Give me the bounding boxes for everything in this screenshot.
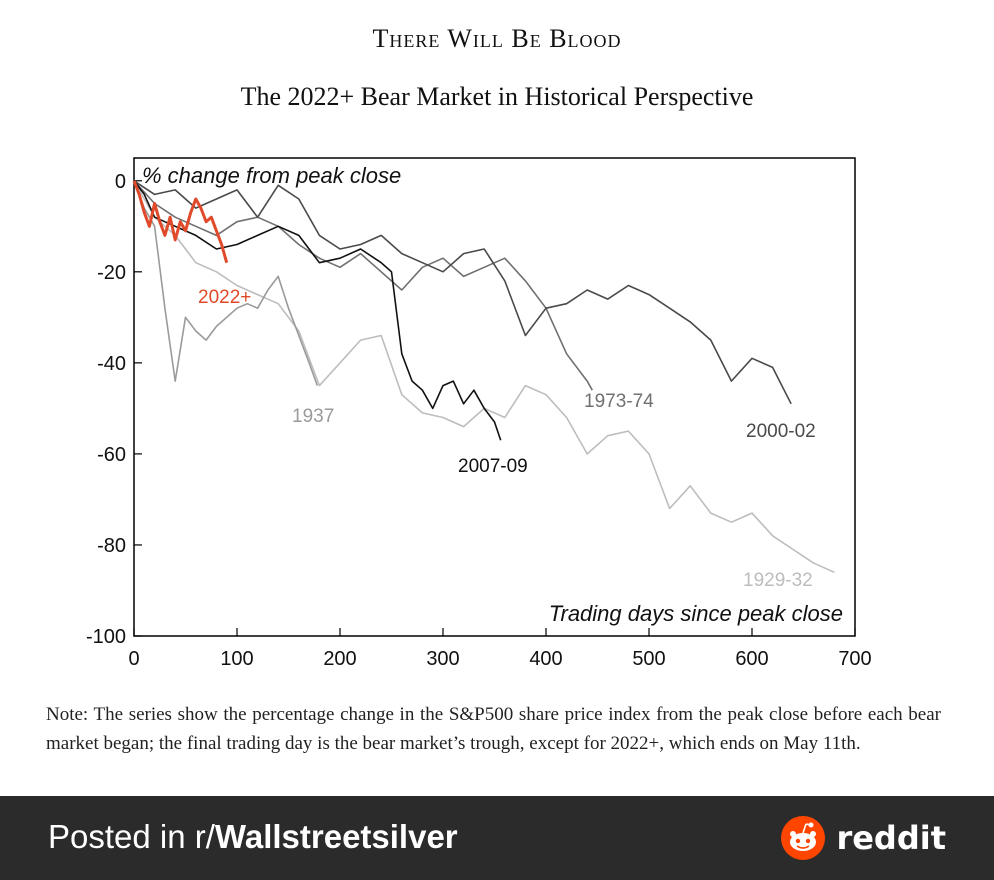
y-tick-label: 0 <box>115 171 126 193</box>
x-tick-label: 200 <box>323 648 356 670</box>
y-axis-label: % change from peak close <box>142 163 401 188</box>
series-label-2000-02: 2000-02 <box>746 421 816 442</box>
y-tick-label: -100 <box>86 626 126 648</box>
x-tick-label: 600 <box>735 648 768 670</box>
series-label-1929-32: 1929-32 <box>743 570 813 591</box>
x-tick-label: 0 <box>128 648 139 670</box>
x-tick-label: 400 <box>529 648 562 670</box>
y-tick-label: -80 <box>97 535 126 557</box>
series-label-2007-09: 2007-09 <box>458 456 528 477</box>
x-tick-label: 300 <box>426 648 459 670</box>
series-line-2007-09 <box>133 180 502 441</box>
x-tick-label: 100 <box>220 648 253 670</box>
chart-subtitle: The 2022+ Bear Market in Historical Pers… <box>240 82 754 111</box>
x-tick-label: 700 <box>838 648 871 670</box>
series-label-1973-74: 1973-74 <box>584 391 654 412</box>
plot-area-frame <box>133 157 856 637</box>
series-label-2022: 2022+ <box>198 287 251 308</box>
y-tick-label: -20 <box>97 262 126 284</box>
footer-bar: Posted in r/Wallstreetsilver reddit <box>0 796 994 880</box>
y-tick-label: -40 <box>97 353 126 375</box>
reddit-wordmark: reddit <box>836 819 946 857</box>
posted-prefix: Posted in r/ <box>48 818 215 855</box>
y-tick-label: -60 <box>97 444 126 466</box>
bear-market-chart: 0 -20 -40 -60 -80 -100 0 100 200 300 400 500 600 700… <box>86 157 872 670</box>
posted-in-text[interactable]: Posted in r/Wallstreetsilver <box>48 818 458 856</box>
x-tick-label: 500 <box>632 648 665 670</box>
subreddit-name: Wallstreetsilver <box>214 818 458 855</box>
chart-title: There Will Be Blood <box>372 24 622 53</box>
x-axis-label: Trading days since peak close <box>549 601 843 626</box>
series-lines <box>132 180 835 574</box>
series-label-1937: 1937 <box>292 406 334 427</box>
series-line-1973-74 <box>133 180 593 391</box>
x-axis: 0 100 200 300 400 500 600 700 <box>128 628 872 670</box>
series-line-1937 <box>133 180 319 386</box>
series-line-2000-02 <box>133 180 792 405</box>
chart-note: Note: The series show the percentage cha… <box>46 704 941 754</box>
series-line-1929-32 <box>133 180 835 574</box>
y-axis: 0 -20 -40 -60 -80 -100 <box>86 171 142 648</box>
reddit-logo-icon <box>781 816 826 860</box>
reddit-brand[interactable]: reddit <box>780 816 946 860</box>
series-line-2022- <box>132 180 229 264</box>
